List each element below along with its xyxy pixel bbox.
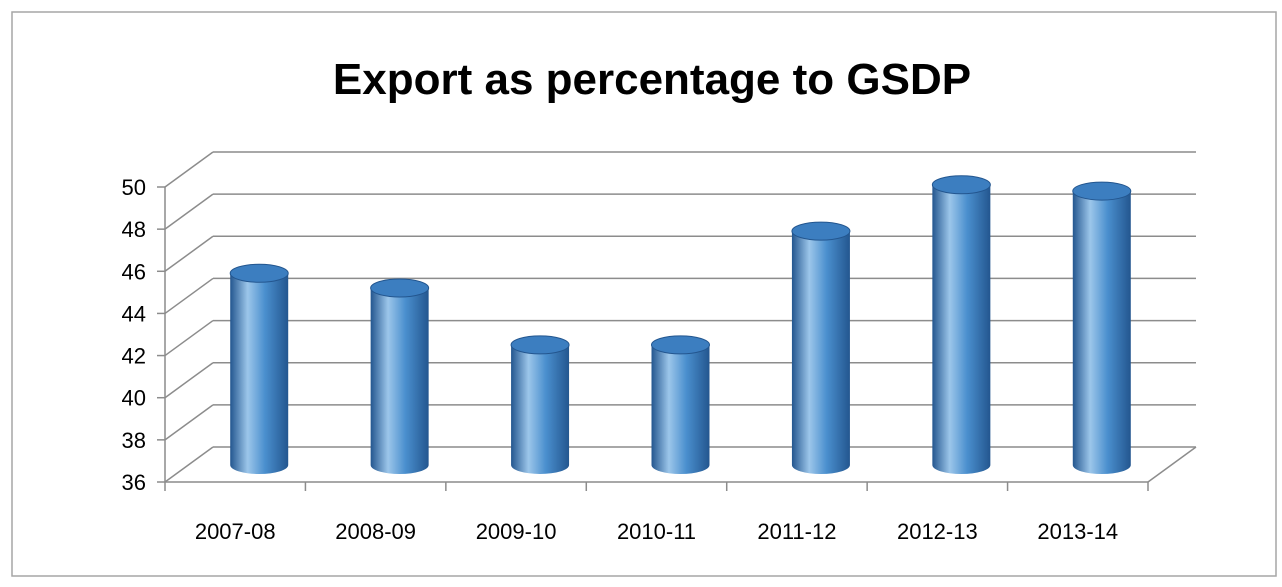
y-tick-labels: 36 38 40 42 44 46 48 50 bbox=[122, 175, 146, 495]
y-tick-label: 36 bbox=[122, 470, 146, 495]
x-tick-label: 2009-10 bbox=[476, 519, 557, 544]
gridline-side bbox=[164, 362, 214, 399]
gridline-side bbox=[164, 319, 214, 357]
gridline-side bbox=[164, 151, 214, 188]
bar-top bbox=[931, 175, 991, 195]
bar-top bbox=[370, 278, 430, 298]
bar-top bbox=[651, 335, 710, 355]
bar-body bbox=[791, 231, 850, 474]
bar-body bbox=[651, 344, 710, 474]
x-tick-label: 2010-11 bbox=[617, 519, 696, 544]
bar-body bbox=[1072, 191, 1131, 475]
gridline-side bbox=[164, 235, 214, 272]
bar bbox=[931, 175, 991, 474]
y-tick-label: 48 bbox=[122, 217, 146, 242]
x-tick-labels: 2007-08 2008-09 2009-10 2010-11 2011-12 2012-… bbox=[195, 519, 1118, 544]
y-tick-label: 44 bbox=[122, 301, 146, 326]
bar-top bbox=[510, 335, 570, 355]
y-tick-label: 40 bbox=[122, 386, 146, 411]
floor-edge bbox=[1147, 446, 1197, 483]
bar-body bbox=[511, 344, 570, 474]
bar bbox=[370, 278, 430, 474]
x-tick-label: 2011-12 bbox=[757, 519, 836, 544]
bar-top bbox=[791, 221, 851, 241]
y-tick-label: 46 bbox=[122, 259, 146, 284]
bars bbox=[229, 175, 1132, 475]
chart-title: Export as percentage to GSDP bbox=[333, 55, 971, 104]
x-tick-label: 2013-14 bbox=[1037, 519, 1118, 544]
bar-body bbox=[932, 184, 991, 474]
axes bbox=[157, 186, 1197, 491]
bar-body bbox=[230, 273, 289, 474]
bar-body bbox=[370, 288, 429, 474]
y-tick-label: 38 bbox=[122, 428, 146, 453]
gridline-side bbox=[164, 193, 214, 230]
gridline-side bbox=[164, 404, 214, 441]
gridline-side bbox=[164, 277, 214, 315]
y-tick-label: 50 bbox=[122, 175, 146, 200]
bar bbox=[791, 221, 851, 474]
x-tick-label: 2007-08 bbox=[195, 519, 276, 544]
bar bbox=[229, 263, 289, 474]
bar-top bbox=[229, 263, 289, 283]
bar bbox=[651, 335, 710, 474]
x-tick-label: 2008-09 bbox=[335, 519, 416, 544]
bar bbox=[1072, 181, 1132, 475]
bar bbox=[510, 335, 570, 474]
x-tick-label: 2012-13 bbox=[897, 519, 978, 544]
bar-top bbox=[1072, 181, 1132, 201]
y-tick-label: 42 bbox=[122, 344, 146, 369]
gridline-side bbox=[164, 446, 214, 483]
